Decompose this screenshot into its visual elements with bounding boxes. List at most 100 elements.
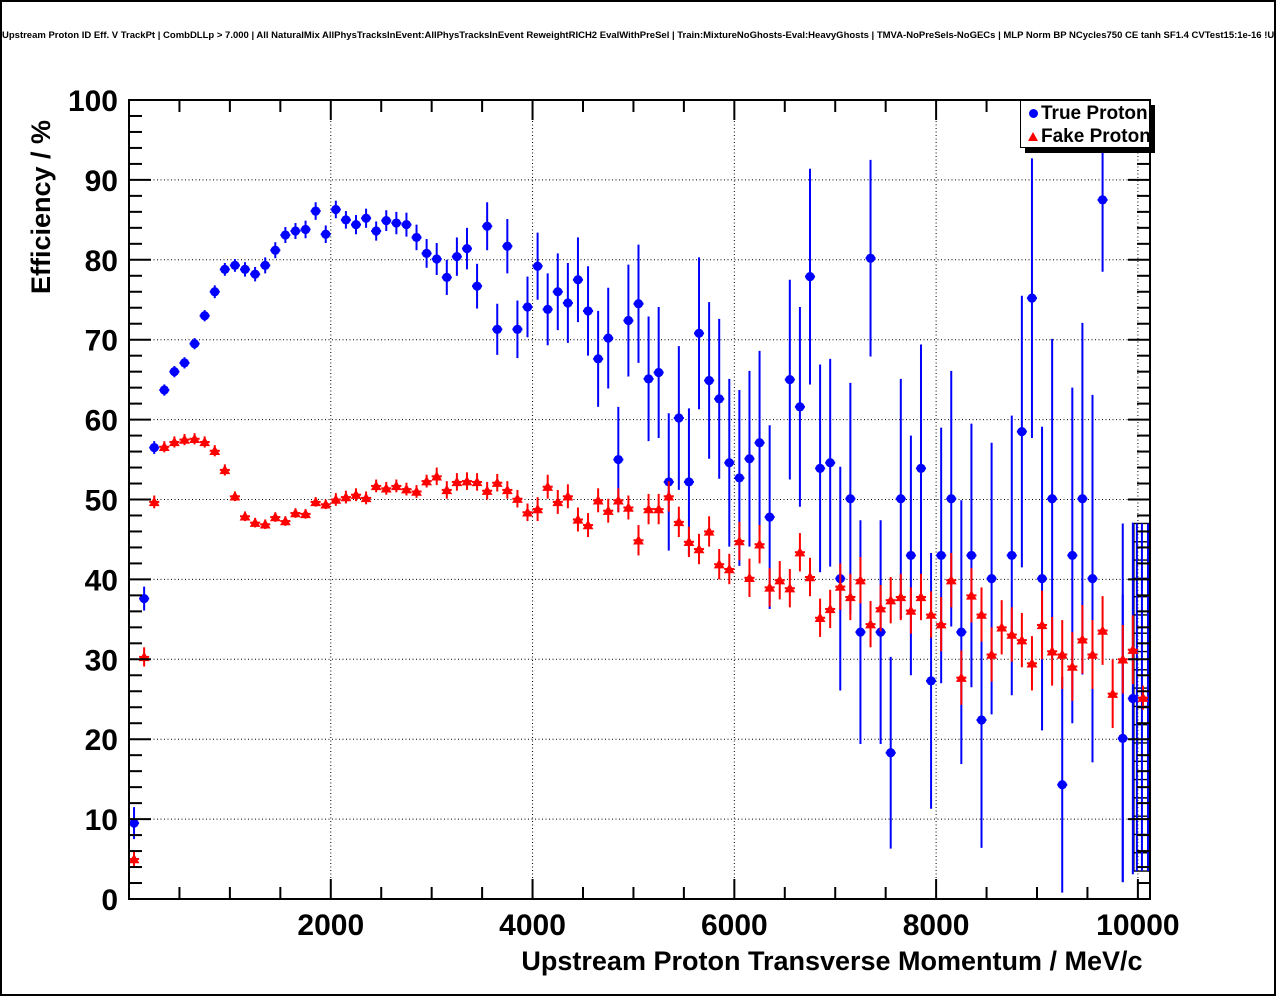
fake-proton-point — [602, 505, 614, 515]
fake-proton-point — [733, 535, 745, 546]
true-proton-point — [391, 218, 401, 228]
true-proton-point — [452, 252, 462, 262]
fake-proton-point — [663, 491, 675, 501]
fake-proton-point — [380, 483, 392, 493]
true-proton-point — [543, 304, 553, 314]
fake-proton-point — [481, 485, 493, 495]
true-proton-point — [401, 220, 412, 230]
true-proton-point — [189, 339, 200, 349]
true-proton-point — [613, 454, 623, 465]
fake-proton-point — [370, 480, 382, 491]
true-proton-point — [1027, 293, 1037, 303]
fake-proton-point — [1137, 692, 1149, 702]
fake-proton-point — [441, 484, 453, 495]
fake-proton-point — [1046, 646, 1058, 656]
y-tick-label: 90 — [85, 165, 118, 198]
true-proton-point — [1077, 494, 1088, 504]
true-proton-point — [1057, 780, 1067, 790]
true-proton-point — [260, 260, 270, 270]
true-proton-point — [300, 224, 311, 235]
true-proton-point — [623, 315, 634, 326]
true-proton-point — [946, 494, 956, 504]
true-proton-point — [845, 494, 855, 504]
true-proton-point — [442, 272, 452, 282]
true-proton-point — [502, 241, 512, 251]
fake-proton-point — [955, 672, 967, 682]
fake-proton-point — [824, 603, 836, 614]
fake-proton-point — [784, 582, 796, 593]
true-proton-point — [876, 627, 886, 637]
fake-proton-point — [713, 559, 725, 569]
fake-proton-point — [1127, 644, 1139, 654]
fake-proton-point — [1097, 625, 1108, 635]
fake-proton-point — [390, 480, 402, 491]
true-proton-point — [785, 375, 795, 385]
true-proton-point — [694, 328, 704, 338]
true-proton-point — [633, 299, 644, 309]
fake-proton-point — [844, 591, 856, 602]
x-tick-label: 10000 — [1096, 909, 1179, 942]
true-proton-point — [220, 264, 230, 274]
true-proton-point — [724, 458, 734, 468]
fake-proton-point — [189, 433, 200, 443]
true-proton-point — [311, 206, 321, 216]
fake-proton-point — [855, 574, 866, 585]
fake-proton-point — [986, 649, 998, 659]
y-tick-label: 50 — [85, 485, 118, 518]
true-proton-point — [381, 216, 391, 226]
true-proton-point — [765, 512, 775, 522]
fake-proton-point — [522, 507, 533, 517]
fake-proton-point — [491, 477, 503, 487]
fake-proton-point — [471, 476, 483, 487]
fake-proton-point — [1066, 661, 1078, 671]
true-proton-point — [533, 261, 543, 271]
fake-proton-point — [834, 581, 846, 591]
true-proton-point — [280, 230, 290, 240]
true-proton-point — [916, 463, 926, 473]
true-proton-point — [361, 213, 371, 223]
fake-proton-point — [158, 441, 170, 451]
fake-proton-point — [1056, 649, 1068, 659]
true-proton-point — [411, 232, 422, 243]
true-proton-point — [462, 244, 472, 254]
true-proton-point — [522, 302, 533, 312]
fake-proton-point — [1107, 688, 1119, 698]
fake-proton-point — [935, 618, 947, 629]
fake-proton-point — [814, 612, 826, 622]
fake-proton-point — [683, 536, 695, 547]
true-proton-point — [603, 333, 613, 343]
fake-proton-point — [128, 853, 140, 864]
fake-proton-point — [996, 622, 1008, 632]
true-proton-point — [744, 454, 755, 464]
fake-proton-point — [360, 492, 372, 503]
true-proton-circle-icon — [1027, 109, 1039, 118]
true-proton-point — [250, 269, 260, 279]
true-proton-point — [855, 627, 866, 637]
fake-proton-point — [179, 434, 190, 444]
true-proton-point — [593, 354, 603, 364]
fake-proton-point — [512, 493, 523, 503]
fake-proton-point — [653, 503, 665, 514]
true-proton-point — [1128, 693, 1138, 704]
fake-proton-point — [219, 464, 231, 475]
x-tick-label: 4000 — [499, 909, 566, 942]
fake-proton-point — [411, 486, 422, 496]
true-proton-point — [341, 215, 351, 225]
fake-proton-point — [572, 514, 584, 524]
fake-proton-point — [915, 591, 927, 602]
fake-proton-point — [431, 471, 443, 481]
legend-label-fake-proton: Fake Proton — [1041, 125, 1151, 147]
y-tick-label: 100 — [68, 85, 118, 118]
y-tick-label: 20 — [85, 724, 118, 757]
fake-proton-point — [269, 511, 281, 522]
fake-proton-point — [340, 491, 352, 502]
fake-proton-point — [723, 563, 735, 574]
fake-proton-point — [290, 507, 301, 518]
fake-proton-point — [754, 539, 765, 549]
true-proton-point — [1007, 550, 1017, 561]
fake-proton-point — [623, 502, 634, 512]
fake-proton-point — [461, 475, 473, 486]
fake-proton-point — [330, 494, 342, 504]
fake-proton-point — [612, 495, 624, 505]
fake-proton-point — [925, 609, 937, 619]
